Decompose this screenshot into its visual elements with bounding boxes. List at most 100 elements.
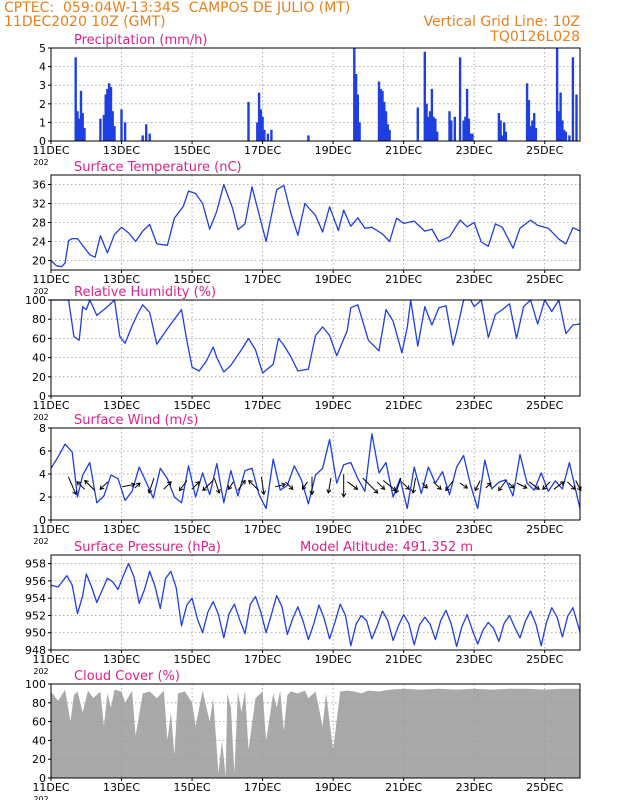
x-tick-label: 21DEC	[385, 523, 422, 536]
precip-bar	[428, 111, 432, 141]
wind-arrow-shaft	[284, 481, 294, 490]
x-tick-label: 21DEC	[385, 399, 422, 412]
y-tick-label: 956	[25, 575, 46, 588]
x-tick-label: 11DEC	[32, 781, 69, 794]
wind-arrow-head	[474, 486, 479, 492]
x-tick-label: 21DEC	[385, 144, 422, 157]
x-tick-label: 23DEC	[456, 144, 493, 157]
series-line	[50, 433, 581, 510]
precip-bar	[113, 126, 116, 141]
panel-title: Surface Temperature (nC)	[74, 160, 242, 175]
precip-bar	[381, 90, 384, 141]
panel-frame	[50, 47, 581, 142]
precip-bar	[386, 124, 389, 141]
y-tick-label: 20	[32, 371, 46, 384]
wind-arrow-head	[241, 479, 246, 485]
wind-arrow-head	[202, 486, 207, 492]
wind-arrow	[260, 476, 266, 496]
wind-arrow-shaft	[516, 482, 528, 489]
precip-bar	[425, 103, 428, 141]
wind-arrow	[553, 481, 565, 490]
y-tick-label: 950	[25, 627, 46, 640]
wind-arrow-shaft	[179, 480, 188, 491]
precip-bar	[145, 124, 148, 141]
precip-bar	[81, 113, 84, 141]
panel-5: 948 950 952 954 956 958 11DEC 13DEC 15DEC 17DEC 19…	[25, 540, 581, 676]
x-tick-label: 23DEC	[456, 273, 493, 286]
precip-bar	[527, 100, 531, 141]
precip-bar	[79, 90, 83, 141]
precip-bar	[434, 118, 437, 141]
wind-arrow-head	[227, 485, 233, 491]
x-tick-label: 13DEC	[103, 273, 140, 286]
wind-arrow-head	[309, 490, 315, 496]
x-tick-label: 13DEC	[103, 653, 140, 666]
x-tick-label: 19DEC	[315, 273, 352, 286]
precip-bar	[436, 131, 439, 141]
y-tick-label: 28	[32, 217, 46, 230]
wind-arrow	[567, 481, 576, 490]
precip-bar	[109, 87, 113, 141]
wind-arrow	[474, 480, 481, 492]
wind-arrow-head	[522, 484, 528, 489]
precip-bar	[270, 129, 273, 141]
x-tick-label: 11DEC	[32, 523, 69, 536]
x-tick-label: 15DEC	[174, 273, 211, 286]
precip-bar	[450, 120, 453, 141]
y-tick-label: 100	[25, 678, 46, 691]
wind-arrow	[516, 482, 528, 489]
wind-arrow	[421, 482, 428, 489]
x-tick-label: 25DEC	[526, 653, 563, 666]
x-tick-label: 11DEC	[32, 399, 69, 412]
x-tick-label: 21DEC	[385, 781, 422, 794]
x-tick-label: 15DEC	[174, 399, 211, 412]
precip-bar	[108, 83, 111, 141]
precip-bar	[266, 133, 270, 141]
wind-arrow	[248, 479, 260, 491]
x-year-label: 202	[33, 287, 48, 296]
wind-arrow-shaft	[567, 481, 576, 490]
y-tick-label: 2	[39, 491, 46, 504]
precip-bar	[534, 128, 538, 141]
wind-arrow-head	[373, 488, 379, 494]
wind-arrow-shaft	[376, 481, 385, 490]
precip-bar	[356, 94, 359, 141]
x-tick-label: 15DEC	[174, 523, 211, 536]
wind-arrow-shaft	[301, 481, 308, 490]
precip-bar	[525, 83, 529, 141]
wind-arrow-head	[436, 485, 442, 490]
x-tick-label: 19DEC	[315, 144, 352, 157]
wind-arrow	[284, 481, 294, 490]
x-tick-label: 15DEC	[174, 144, 211, 157]
wind-arrow	[401, 481, 410, 490]
wind-arrow-head	[326, 489, 332, 494]
wind-arrow	[213, 477, 221, 494]
wind-arrow	[394, 477, 402, 494]
wind-arrow-shaft	[528, 481, 540, 490]
wind-arrow	[122, 482, 136, 488]
wind-arrow-shaft	[275, 483, 286, 488]
y-tick-label: 0	[39, 514, 46, 527]
precip-bar	[504, 131, 508, 141]
wind-arrow-head	[498, 486, 503, 492]
wind-arrow	[433, 481, 442, 490]
wind-arrow-shaft	[498, 480, 507, 491]
precip-bar	[256, 122, 259, 141]
precip-bar	[307, 135, 310, 141]
precip-bar	[104, 94, 107, 141]
panel-4: 0 2 4 6 8 11DEC 13DEC 15DEC 17DEC 19DEC 21DEC 23DEC…	[32, 413, 582, 546]
precip-bar	[383, 101, 386, 141]
model-altitude: Model Altitude: 491.352 m	[300, 540, 473, 555]
precip-bar	[462, 120, 465, 141]
precip-bar	[503, 122, 506, 141]
precip-bar	[76, 111, 79, 141]
precip-bar	[458, 57, 462, 141]
precip-bar	[499, 120, 502, 141]
wind-arrow	[410, 477, 417, 494]
x-tick-label: 25DEC	[526, 781, 563, 794]
y-tick-label: 40	[32, 352, 46, 365]
wind-arrow-head	[130, 482, 136, 488]
precip-bar	[557, 111, 560, 141]
wind-arrow-shaft	[237, 480, 246, 491]
wind-arrow-head	[559, 481, 565, 486]
